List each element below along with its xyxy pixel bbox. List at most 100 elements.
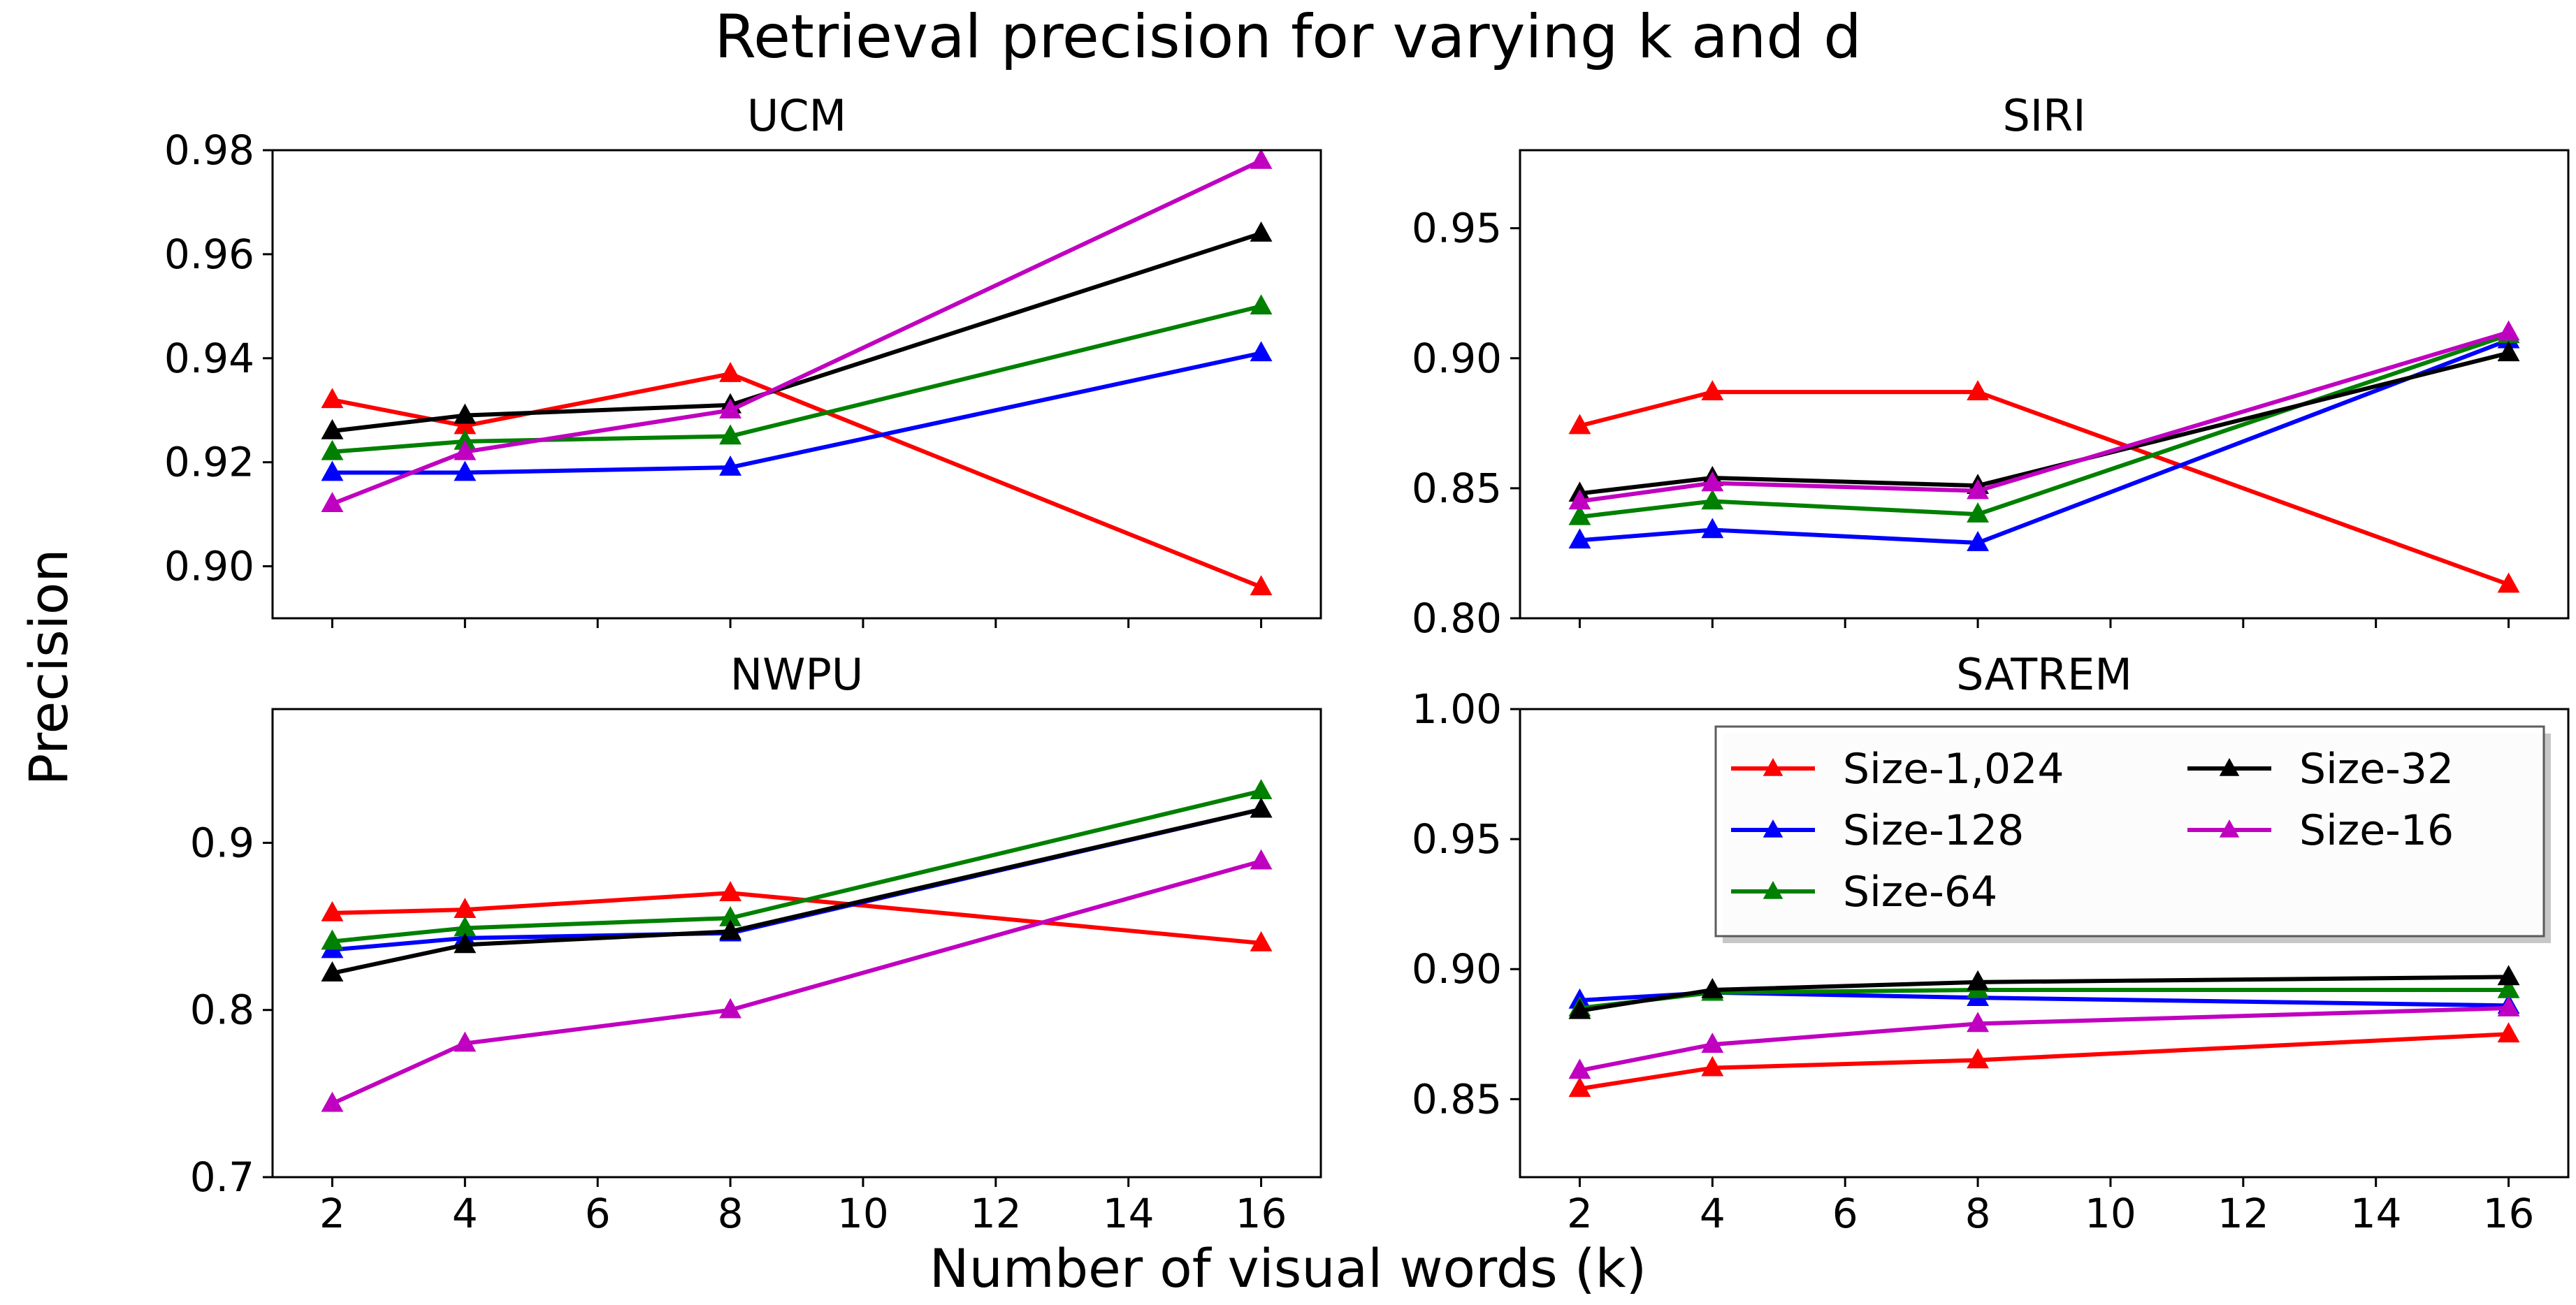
series-line-ucm-size-128: [332, 351, 1262, 475]
data-point-siri-size-64: [1701, 489, 1724, 510]
x-tick-label-nwpu: 8: [718, 1190, 744, 1237]
data-point-satrem-size-1-024: [1568, 1077, 1591, 1098]
data-point-satrem-size-16: [1568, 1058, 1591, 1079]
legend-label: Size-64: [1843, 868, 1997, 917]
y-tick-label-nwpu: 0.7: [190, 1153, 254, 1201]
data-point-ucm-size-1-024: [1250, 575, 1273, 596]
series-line-ucm-size-16: [331, 159, 1262, 506]
series-line-siri-size-128: [1579, 337, 2510, 546]
data-point-ucm-size-128: [719, 455, 742, 476]
figure-title: Retrieval precision for varying k and d: [714, 2, 1861, 72]
x-tick-label-satrem: 8: [1965, 1190, 1991, 1237]
y-tick-label-ucm: 0.92: [164, 439, 254, 486]
data-point-ucm-size-16: [454, 439, 477, 460]
legend: Size-1,024 Size-128 Size-64 Size-32 Size-16: [1714, 725, 2551, 943]
legend-label: Size-16: [2299, 806, 2454, 855]
y-tick-label-ucm: 0.96: [164, 231, 254, 278]
legend-item-size-64: Size-64: [1731, 868, 1997, 917]
series-line-ucm-size-64: [332, 304, 1262, 454]
x-tick-label-nwpu: 16: [1236, 1190, 1287, 1237]
series-line-satrem-size-16: [1579, 1006, 2509, 1073]
legend-marker: [2219, 819, 2240, 838]
x-tick-label-nwpu: 4: [452, 1190, 478, 1237]
series-line-nwpu-size-16: [331, 859, 1262, 1106]
data-point-satrem-size-32: [1967, 970, 1990, 991]
data-point-siri-size-16: [1701, 471, 1724, 492]
x-tick-label-satrem: 14: [2350, 1190, 2402, 1237]
panel-frame-satrem: [1519, 708, 2570, 1179]
data-point-nwpu-size-16: [1250, 849, 1273, 870]
data-point-nwpu-size-1-024: [321, 901, 344, 921]
x-tick-label-satrem: 12: [2217, 1190, 2269, 1237]
y-tick-label-satrem: 0.90: [1412, 945, 1502, 993]
data-point-satrem-size-32: [2497, 965, 2520, 986]
data-point-nwpu-size-32: [321, 961, 344, 982]
y-axis-label: Precision: [17, 548, 80, 785]
panel-title-siri: SIRI: [2002, 90, 2085, 141]
data-point-siri-size-64: [1568, 504, 1591, 525]
y-tick-label-satrem: 0.95: [1412, 815, 1502, 863]
legend-marker: [1763, 758, 1783, 776]
data-point-satrem-size-16: [2497, 996, 2520, 1016]
data-point-satrem-size-1-024: [1701, 1056, 1724, 1077]
data-point-satrem-size-32: [1701, 977, 1724, 998]
y-tick-label-nwpu: 0.9: [190, 819, 254, 866]
panel-frame-siri: [1519, 149, 2570, 620]
x-tick-label-satrem: 10: [2085, 1190, 2136, 1237]
data-point-nwpu-size-32: [454, 933, 477, 954]
data-point-siri-size-128: [1568, 528, 1591, 549]
panel-title-satrem: SATREM: [1956, 649, 2132, 700]
series-line-ucm-size-32: [332, 231, 1262, 433]
x-tick-label-nwpu: 10: [837, 1190, 889, 1237]
x-tick-label-nwpu: 14: [1103, 1190, 1155, 1237]
data-point-satrem-size-1-024: [1967, 1048, 1990, 1069]
data-point-ucm-size-64: [321, 439, 344, 460]
series-line-siri-size-64: [1579, 333, 2510, 519]
data-point-nwpu-size-1-024: [1250, 931, 1273, 952]
data-point-siri-size-128: [1701, 518, 1724, 539]
y-tick-label-siri: 0.80: [1412, 595, 1502, 642]
series-line-nwpu-size-64: [332, 789, 1262, 944]
x-tick-label-nwpu: 6: [585, 1190, 611, 1237]
x-tick-label-satrem: 6: [1832, 1190, 1858, 1237]
y-tick-label-ucm: 0.94: [164, 335, 254, 382]
data-point-nwpu-size-16: [719, 998, 742, 1019]
panel-title-ucm: UCM: [747, 90, 846, 141]
data-point-ucm-size-32: [454, 403, 477, 424]
data-point-ucm-size-64: [1250, 294, 1273, 315]
y-tick-label-nwpu: 0.8: [190, 986, 254, 1034]
x-tick-label-nwpu: 12: [970, 1190, 1022, 1237]
data-point-ucm-size-64: [719, 424, 742, 445]
legend-item-size-32: Size-32: [2187, 745, 2454, 794]
panel-satrem: SATREM 2 4 6 8 10 12 14 16 0.85 0.90 0.95 1.00: [1412, 649, 2570, 1237]
data-point-siri-size-32: [2497, 341, 2520, 362]
y-tick-label-siri: 0.85: [1412, 465, 1502, 512]
data-point-nwpu-size-32: [1250, 797, 1273, 818]
data-point-nwpu-size-32: [719, 919, 742, 940]
x-tick-label-satrem: 16: [2483, 1190, 2535, 1237]
data-point-satrem-size-32: [1568, 998, 1591, 1019]
y-tick-label-satrem: 1.00: [1412, 685, 1502, 733]
series-line-nwpu-size-32: [331, 807, 1262, 976]
x-axis-label: Number of visual words (k): [929, 1237, 1647, 1299]
x-tick-label-satrem: 4: [1700, 1190, 1725, 1237]
data-point-ucm-size-16: [321, 492, 344, 513]
y-tick-label-satrem: 0.85: [1412, 1075, 1502, 1123]
data-point-siri-size-128: [1967, 530, 1990, 551]
panel-ucm: UCM 0.90 0.92 0.94 0.96 0.98: [164, 90, 1322, 628]
panel-siri: SIRI 0.80 0.85 0.90 0.95: [1412, 90, 2570, 642]
data-point-ucm-size-1-024: [321, 388, 344, 409]
data-point-ucm-size-32: [321, 418, 344, 439]
legend-item-size-16: Size-16: [2187, 806, 2454, 855]
data-point-siri-size-1-024: [1967, 380, 1990, 400]
y-tick-label-ucm: 0.90: [164, 543, 254, 590]
data-point-nwpu-size-16: [321, 1091, 344, 1112]
data-point-siri-size-64: [1967, 502, 1990, 523]
panel-frame-nwpu: [271, 708, 1322, 1179]
data-point-siri-size-16: [1967, 479, 1990, 500]
data-point-ucm-size-16: [719, 398, 742, 419]
data-point-ucm-size-128: [321, 460, 344, 481]
data-point-siri-size-1-024: [1568, 414, 1591, 435]
